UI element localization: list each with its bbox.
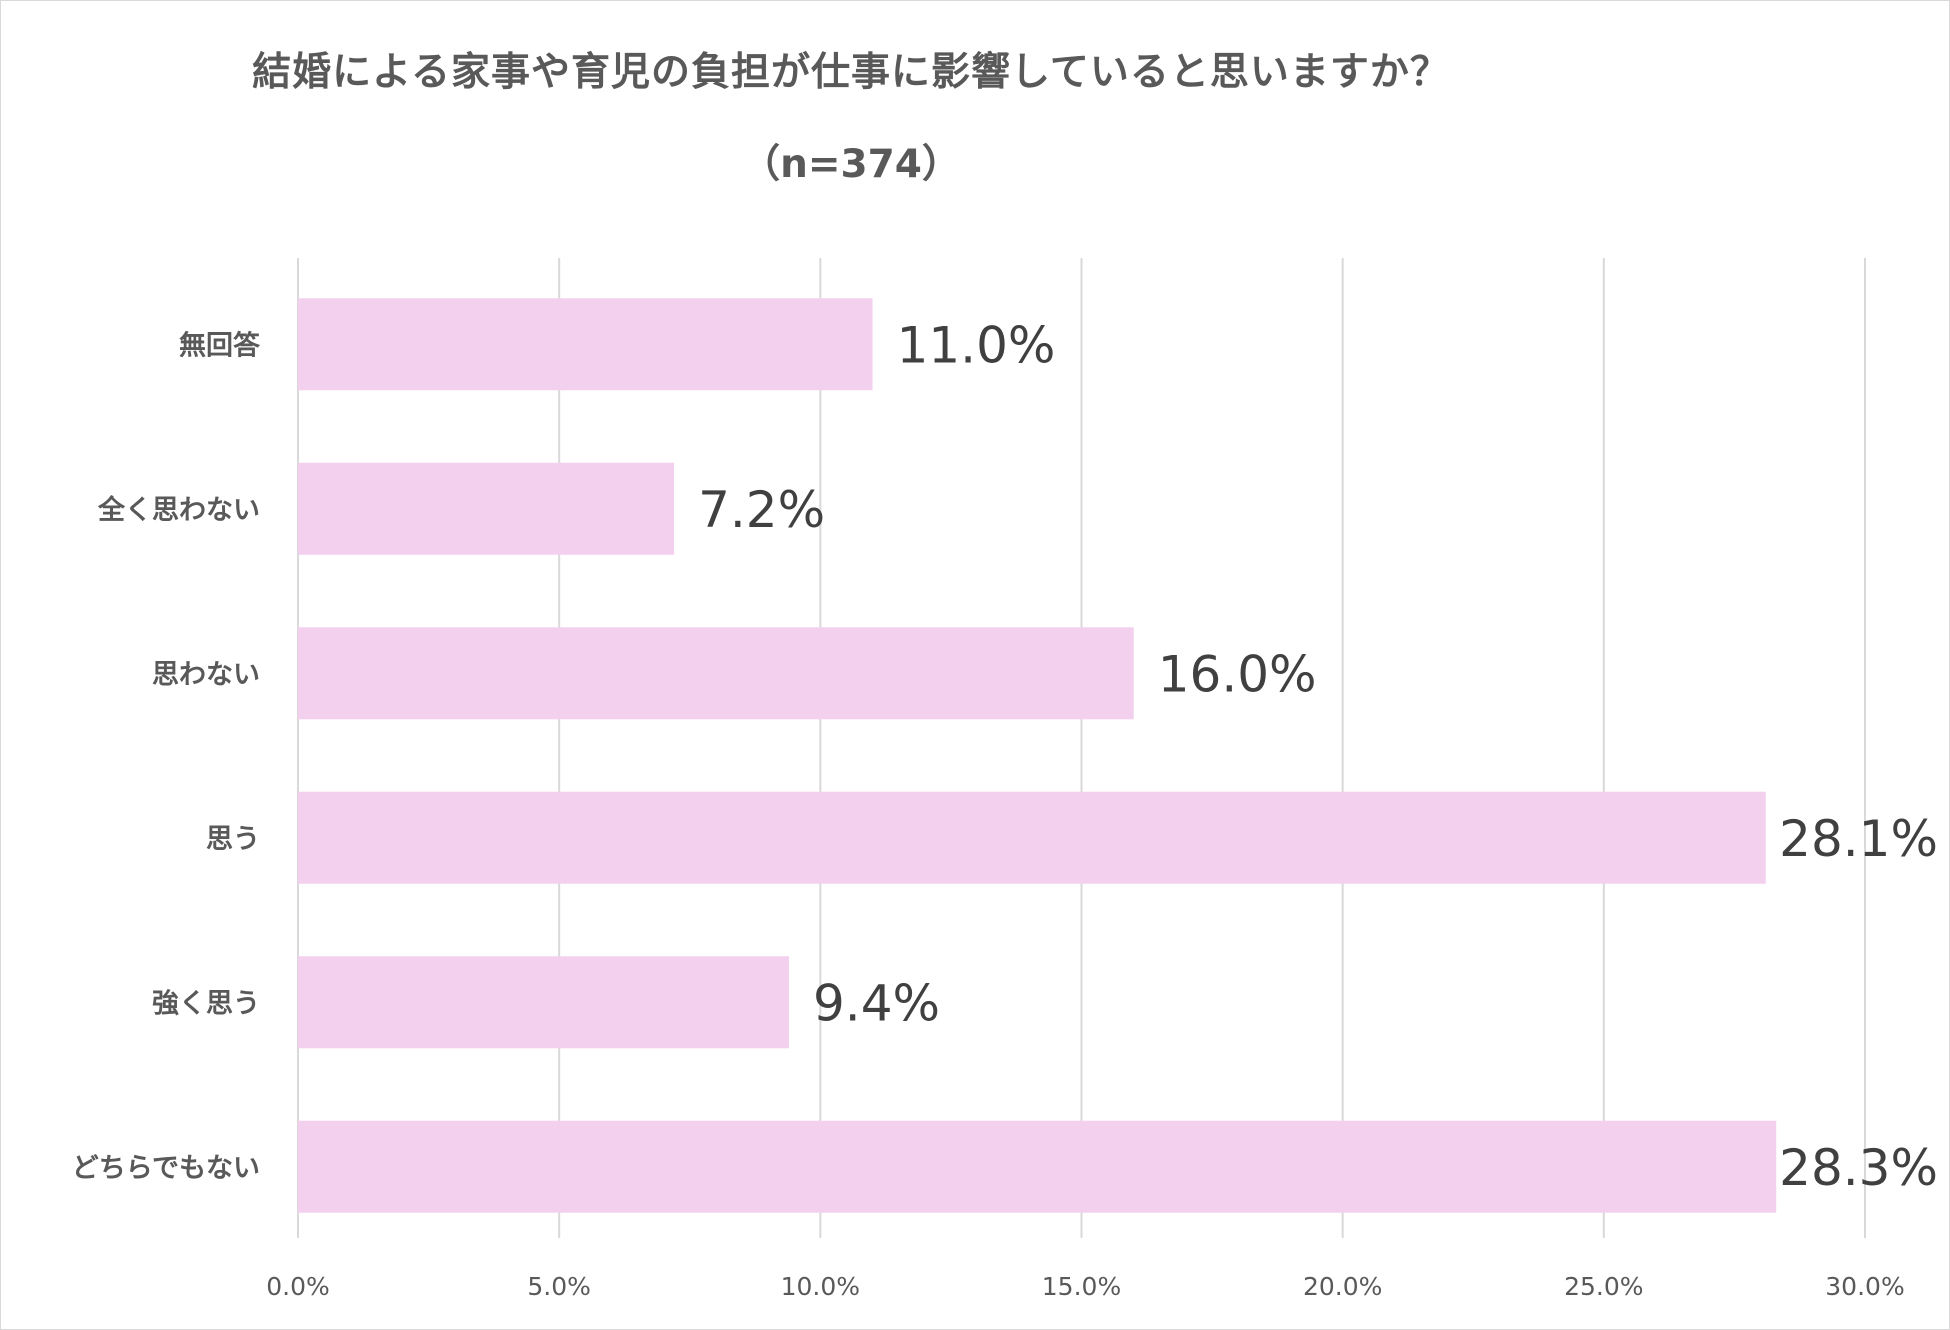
bars: [298, 298, 1777, 1213]
data-label: 16.0%: [1158, 645, 1317, 703]
category-label: 強く思う: [152, 988, 260, 1019]
data-label: 28.3%: [1779, 1139, 1938, 1197]
data-label: 28.1%: [1779, 810, 1938, 868]
x-tick-labels: 0.0% 5.0% 10.0% 15.0% 20.0% 25.0% 30.0%: [266, 1272, 1904, 1301]
bar: [298, 627, 1134, 720]
category-label: 全く思わない: [97, 494, 260, 526]
gridlines: [297, 258, 1866, 1238]
bar: [298, 956, 789, 1049]
data-label: 7.2%: [698, 481, 825, 539]
x-tick-label: 15.0%: [1042, 1272, 1121, 1301]
chart-title: 結婚による家事や育児の負担が仕事に影響していると思いますか？: [252, 50, 1450, 95]
category-label: 思わない: [152, 659, 260, 690]
x-tick-label: 30.0%: [1825, 1272, 1904, 1301]
bar: [298, 1120, 1777, 1213]
data-label: 9.4%: [813, 974, 940, 1032]
chart-subtitle: （n=374）: [741, 142, 961, 187]
data-label: 11.0%: [897, 316, 1056, 374]
category-label: どちらでもない: [72, 1153, 260, 1184]
bar: [298, 298, 873, 391]
category-label: 無回答: [179, 329, 261, 361]
x-tick-label: 5.0%: [527, 1272, 591, 1301]
data-labels: 11.0% 7.2% 16.0% 28.1% 9.4% 28.3%: [698, 316, 1938, 1197]
category-label: 思う: [206, 824, 260, 855]
bar: [298, 462, 675, 555]
x-tick-label: 25.0%: [1564, 1272, 1643, 1301]
x-tick-label: 10.0%: [781, 1272, 860, 1301]
x-tick-label: 0.0%: [266, 1272, 330, 1301]
x-tick-label: 20.0%: [1303, 1272, 1382, 1301]
bar: [298, 791, 1766, 884]
